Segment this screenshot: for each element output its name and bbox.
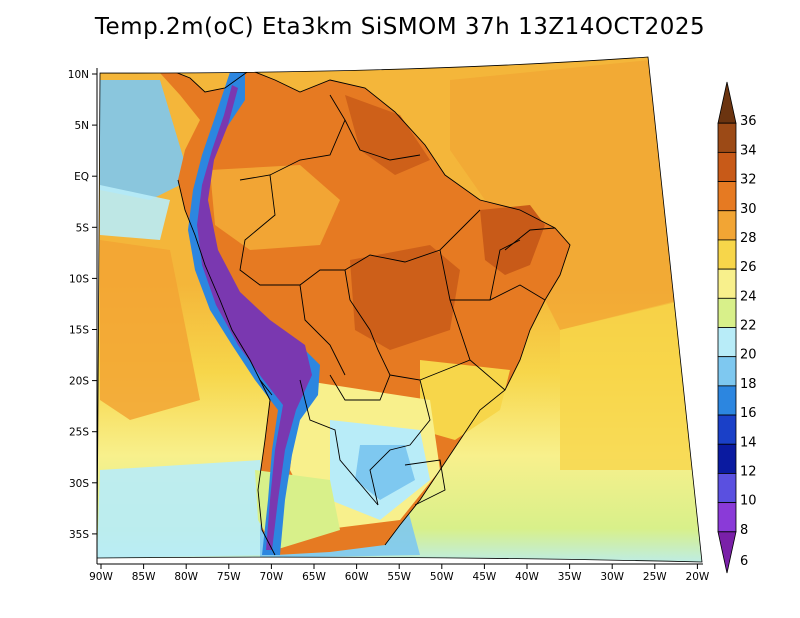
colorbar-label: 14 — [740, 435, 757, 450]
colorbar-label: 6 — [740, 554, 748, 569]
lat-tick-label: EQ — [74, 171, 89, 183]
colorbar-label: 16 — [740, 406, 757, 421]
colorbar-label: 22 — [740, 319, 757, 334]
pacific-cool-zone-2 — [100, 185, 170, 240]
lat-tick-label: 35S — [69, 529, 89, 541]
colorbar-label: 36 — [740, 114, 757, 129]
colorbar-segment — [717, 268, 737, 299]
colorbar-label: 32 — [740, 173, 757, 188]
colorbar-label: 20 — [740, 348, 757, 363]
map-area — [97, 57, 702, 562]
lat-tick-label: 5N — [74, 120, 89, 132]
colorbar-segment — [717, 181, 737, 212]
colorbar-label: 12 — [740, 464, 757, 479]
colorbar-segment — [717, 122, 737, 153]
colorbar-segment — [717, 327, 737, 358]
lon-tick-label: 30W — [600, 571, 624, 583]
colorbar-label: 30 — [740, 202, 757, 217]
longitude-axis: 90W 85W 80W 75W 70W 65W 60W 55W 50W 45W 40W 35W 30W 2… — [89, 564, 710, 583]
northeast-hot-zone — [480, 205, 545, 275]
amazon-mild-zone — [210, 165, 340, 250]
lat-tick-label: 5S — [76, 222, 90, 234]
lon-tick-label: 45W — [473, 571, 497, 583]
north-coast-hot-zone — [345, 95, 430, 175]
colorbar-segment — [717, 531, 737, 574]
lon-tick-label: 35W — [558, 571, 582, 583]
lat-tick-label: 20S — [69, 376, 89, 388]
colorbar-label: 26 — [740, 260, 757, 275]
andes-very-cold-band — [197, 85, 312, 550]
colorbar: 36 34 32 30 28 26 24 22 20 18 16 14 12 10 8 6 — [717, 81, 757, 574]
colorbar-segment — [717, 473, 737, 504]
pacific-cool-zone — [100, 80, 190, 200]
colorbar-segment — [717, 239, 737, 270]
lon-tick-label: 55W — [387, 571, 411, 583]
south-pacific-cold — [97, 460, 270, 558]
map-title: Temp.2m(oC) Eta3km SiSMOM 37h 13Z14OCT20… — [94, 14, 706, 40]
lon-tick-label: 40W — [515, 571, 539, 583]
colorbar-label: 8 — [740, 523, 748, 538]
colorbar-segment — [717, 414, 737, 445]
lon-tick-label: 25W — [643, 571, 667, 583]
colorbar-segment — [717, 210, 737, 241]
country-borders — [149, 61, 571, 556]
lat-tick-label: 15S — [69, 325, 89, 337]
lon-tick-label: 75W — [217, 571, 241, 583]
colorbar-segment — [717, 385, 737, 416]
lon-tick-label: 70W — [260, 571, 284, 583]
pacific-warm-zone — [100, 240, 200, 420]
colorbar-segment — [717, 443, 737, 474]
lon-tick-label: 90W — [89, 571, 113, 583]
colorbar-label: 24 — [740, 289, 757, 304]
lon-tick-label: 50W — [430, 571, 454, 583]
lon-tick-label: 65W — [302, 571, 326, 583]
colorbar-label: 28 — [740, 231, 757, 246]
colorbar-label: 10 — [740, 494, 757, 509]
colorbar-segment — [717, 502, 737, 533]
colorbar-segment — [717, 297, 737, 328]
atlantic-warm-zone — [450, 60, 680, 330]
south-cold-inner — [355, 445, 415, 500]
colorbar-segment — [717, 81, 737, 124]
colorbar-label: 34 — [740, 143, 757, 158]
atlantic-mid-zone — [560, 300, 695, 470]
central-hot-zone — [350, 245, 460, 350]
lat-tick-label: 10S — [69, 273, 89, 285]
lat-tick-label: 30S — [69, 478, 89, 490]
latitude-axis: 10N 5N EQ 5S 10S 15S 20S 25S 30S 35S — [68, 69, 97, 541]
colorbar-segment — [717, 356, 737, 387]
lon-tick-label: 60W — [345, 571, 369, 583]
map-frame — [96, 56, 703, 563]
colorbar-segment — [717, 151, 737, 182]
lat-tick-label: 10N — [68, 69, 89, 81]
southeast-mild-zone — [420, 360, 510, 440]
colorbar-label: 18 — [740, 377, 757, 392]
lon-tick-label: 20W — [686, 571, 710, 583]
lon-tick-label: 85W — [132, 571, 156, 583]
lon-tick-label: 80W — [174, 571, 198, 583]
lat-tick-label: 25S — [69, 427, 89, 439]
